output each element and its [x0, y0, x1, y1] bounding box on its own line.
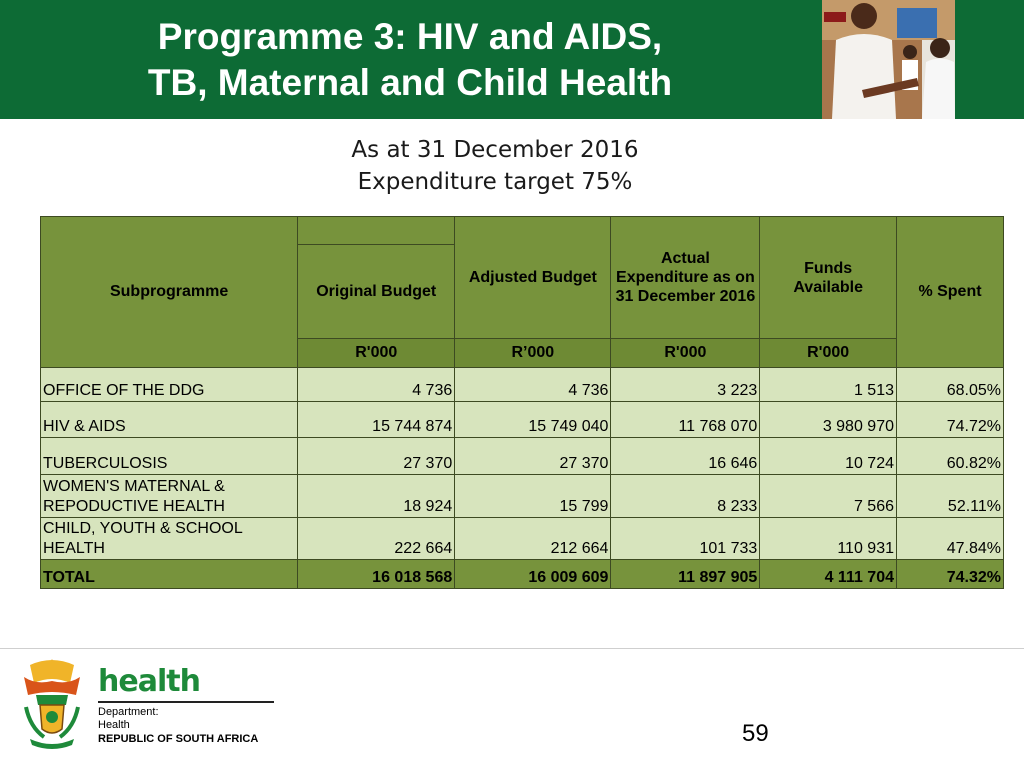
- unit-original: R'000: [297, 338, 456, 368]
- cell-spent: 52.11%: [896, 474, 1004, 518]
- title-line-1: Programme 3: HIV and AIDS,: [157, 16, 663, 57]
- header-percent-spent: % Spent: [896, 216, 1004, 368]
- page-number: 59: [742, 720, 769, 747]
- cell-funds: 7 566: [759, 474, 897, 518]
- cell-funds: 10 724: [759, 437, 897, 475]
- total-adjusted: 16 009 609: [454, 559, 612, 589]
- table-row: HIV & AIDS 15 744 874 15 749 040 11 768 …: [39, 401, 1004, 438]
- cell-original: 27 370: [297, 437, 456, 475]
- cell-original: 18 924: [297, 474, 456, 518]
- row-label: CHILD, YOUTH & SCHOOL HEALTH: [39, 517, 299, 560]
- cell-adjusted: 15 799: [454, 474, 612, 518]
- unit-actual: R'000: [610, 338, 761, 368]
- cell-funds: 1 513: [759, 367, 897, 402]
- cell-adjusted: 27 370: [454, 437, 612, 475]
- cell-original: 4 736: [297, 367, 456, 402]
- total-original: 16 018 568: [297, 559, 456, 589]
- department-logo: health Department: Health REPUBLIC OF SO…: [98, 664, 274, 746]
- budget-table: Subprogramme Adjusted Budget Actual Expe…: [39, 216, 1004, 589]
- cell-original: 222 664: [297, 517, 456, 560]
- slide-subtitle: As at 31 December 2016 Expenditure targe…: [0, 134, 990, 198]
- total-spent: 74.32%: [896, 559, 1004, 589]
- row-label: HIV & AIDS: [39, 401, 299, 438]
- cell-actual: 16 646: [610, 437, 761, 475]
- header-subprogramme: Subprogramme: [39, 216, 299, 368]
- row-label: OFFICE OF THE DDG: [39, 367, 299, 402]
- header-funds-available: Funds Available: [759, 216, 897, 339]
- cell-actual: 11 768 070: [610, 401, 761, 438]
- department-line-2: Health: [98, 719, 130, 731]
- cell-actual: 3 223: [610, 367, 761, 402]
- header-actual-expenditure: Actual Expenditure as on 31 December 201…: [610, 216, 761, 339]
- header-blank: [297, 216, 456, 245]
- cell-funds: 110 931: [759, 517, 897, 560]
- south-africa-coat-of-arms-icon: [16, 655, 88, 751]
- footer-divider: [0, 648, 1024, 649]
- total-funds: 4 111 704: [759, 559, 897, 589]
- cell-adjusted: 4 736: [454, 367, 612, 402]
- table-row: CHILD, YOUTH & SCHOOL HEALTH 222 664 212…: [39, 517, 1004, 560]
- cell-funds: 3 980 970: [759, 401, 897, 438]
- title-banner: Programme 3: HIV and AIDS, TB, Maternal …: [0, 0, 1024, 119]
- cell-spent: 68.05%: [896, 367, 1004, 402]
- cell-adjusted: 212 664: [454, 517, 612, 560]
- cell-spent: 74.72%: [896, 401, 1004, 438]
- cell-spent: 60.82%: [896, 437, 1004, 475]
- cell-spent: 47.84%: [896, 517, 1004, 560]
- total-actual: 11 897 905: [610, 559, 761, 589]
- cell-adjusted: 15 749 040: [454, 401, 612, 438]
- subtitle-date: As at 31 December 2016: [351, 137, 639, 163]
- cell-actual: 101 733: [610, 517, 761, 560]
- table-row: OFFICE OF THE DDG 4 736 4 736 3 223 1 51…: [39, 367, 1004, 402]
- nurse-with-children-photo: [822, 0, 955, 119]
- header-original-budget: Original Budget: [297, 244, 456, 339]
- row-label: WOMEN'S MATERNAL & REPODUCTIVE HEALTH: [39, 474, 299, 518]
- title-line-2: TB, Maternal and Child Health: [147, 62, 673, 103]
- table-row: TUBERCULOSIS 27 370 27 370 16 646 10 724…: [39, 437, 1004, 475]
- slide-title: Programme 3: HIV and AIDS, TB, Maternal …: [80, 14, 740, 106]
- header-adjusted-budget: Adjusted Budget: [454, 216, 612, 339]
- total-label: TOTAL: [39, 559, 299, 589]
- logo-wordmark: health: [98, 664, 201, 699]
- logo-rule: [98, 701, 274, 703]
- unit-funds: R'000: [759, 338, 897, 368]
- row-label: TUBERCULOSIS: [39, 437, 299, 475]
- cell-actual: 8 233: [610, 474, 761, 518]
- unit-adjusted: R’000: [454, 338, 612, 368]
- table-total-row: TOTAL 16 018 568 16 009 609 11 897 905 4…: [39, 559, 1004, 589]
- subtitle-target: Expenditure target 75%: [357, 169, 633, 195]
- table-row: WOMEN'S MATERNAL & REPODUCTIVE HEALTH 18…: [39, 474, 1004, 518]
- cell-original: 15 744 874: [297, 401, 456, 438]
- department-line-1: Department:: [98, 706, 159, 718]
- country-name: REPUBLIC OF SOUTH AFRICA: [98, 733, 259, 745]
